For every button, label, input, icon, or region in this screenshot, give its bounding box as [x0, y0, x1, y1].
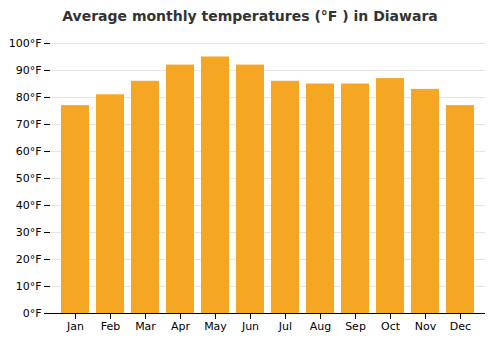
- svg-text:Nov: Nov: [415, 320, 437, 333]
- svg-text:20°F: 20°F: [16, 253, 42, 266]
- svg-text:Dec: Dec: [450, 320, 471, 333]
- svg-text:90°F: 90°F: [16, 64, 42, 77]
- svg-text:100°F: 100°F: [9, 37, 42, 50]
- svg-text:Oct: Oct: [381, 320, 401, 333]
- svg-text:0°F: 0°F: [23, 307, 42, 320]
- svg-text:Mar: Mar: [135, 320, 156, 333]
- svg-text:Jun: Jun: [241, 320, 259, 333]
- svg-text:70°F: 70°F: [16, 118, 42, 131]
- svg-text:80°F: 80°F: [16, 91, 42, 104]
- svg-text:Jan: Jan: [66, 320, 84, 333]
- svg-text:May: May: [204, 320, 227, 333]
- svg-text:Feb: Feb: [101, 320, 120, 333]
- svg-text:Apr: Apr: [171, 320, 191, 333]
- svg-text:Jul: Jul: [278, 320, 292, 333]
- svg-text:50°F: 50°F: [16, 172, 42, 185]
- svg-text:10°F: 10°F: [16, 280, 42, 293]
- svg-text:60°F: 60°F: [16, 145, 42, 158]
- svg-text:30°F: 30°F: [16, 226, 42, 239]
- svg-text:Sep: Sep: [345, 320, 366, 333]
- html-text:Average monthly temperatures (: Average monthly temperatures (°F ) in Di…: [62, 8, 438, 24]
- svg-text:Aug: Aug: [310, 320, 331, 333]
- svg-text:40°F: 40°F: [16, 199, 42, 212]
